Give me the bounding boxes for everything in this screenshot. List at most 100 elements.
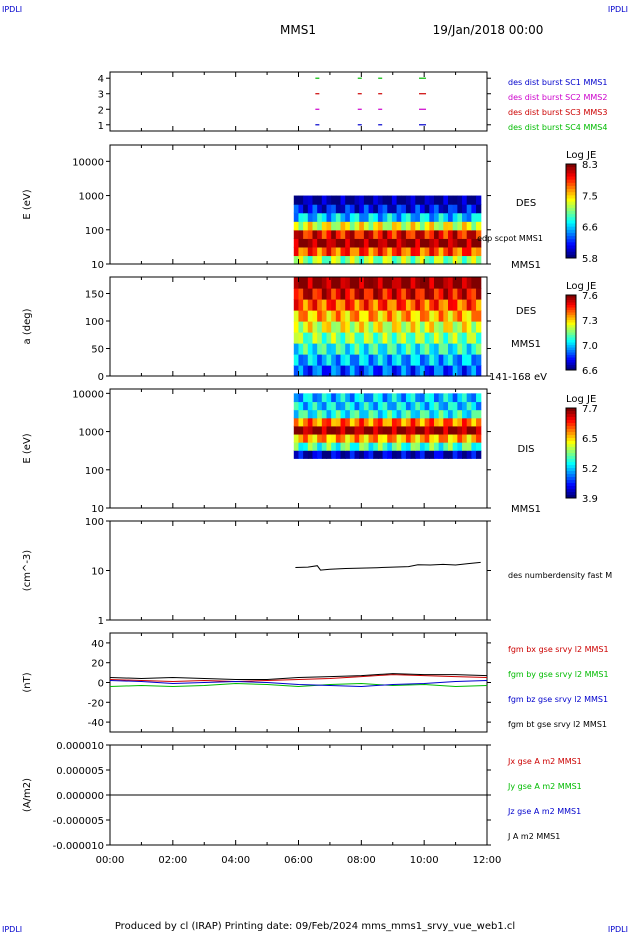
heatmap-cell [363,321,370,333]
heatmap-cell [349,246,356,257]
heatmap-cell [321,409,328,419]
heatmap-cell [405,393,412,403]
heatmap-cell [321,433,328,443]
colorbar-segment [566,302,576,306]
heatmap-cell [396,343,402,355]
heatmap-cell [471,401,477,411]
series-line [109,674,488,683]
heatmap-cell [419,288,426,300]
heatmap-cell [415,409,421,419]
heatmap-cell [405,417,412,427]
colorbar-tick-label: 3.9 [582,494,598,505]
heatmap-cell [457,343,463,355]
heatmap-cell [433,255,440,265]
heatmap-cell [354,277,360,289]
heatmap-cell [457,450,463,459]
heatmap-cell [368,354,374,366]
heatmap-cell [382,433,388,443]
heatmap-cell [429,442,435,451]
heatmap-cell [471,425,477,435]
heatmap-cell [340,442,346,451]
heatmap-cell [405,354,412,366]
heatmap-cell [359,212,365,222]
heatmap-cell [377,212,384,222]
heatmap-cell [396,277,402,289]
heatmap-cell [373,417,379,427]
heatmap-cell [312,299,318,311]
heatmap-cell [382,288,388,300]
heatmap-cell [317,195,323,205]
heatmap-cell [471,354,477,366]
heatmap-cell [321,354,328,366]
heatmap-cell [335,195,342,205]
heatmap-cell [321,442,328,451]
heatmap-cell [476,212,482,222]
heatmap-cell [359,238,365,248]
colorbar-segment [566,453,576,457]
heatmap-cell [345,299,351,311]
heatmap-cell [349,343,356,355]
heatmap-cell [312,238,318,248]
heatmap-cell [377,321,384,333]
heatmap-cell [317,450,323,459]
heatmap-cell [448,354,454,366]
heatmap-cell [382,354,388,366]
heatmap-cell [354,433,360,443]
heatmap-cell [321,365,328,377]
panel-right-label: 141-168 eV [489,372,547,383]
heatmap-cell [340,288,346,300]
heatmap-cell [415,310,421,322]
legend-entry: Jx gse A m2 MMS1 [507,757,582,766]
heatmap-cell [293,299,300,311]
heatmap-cell [312,288,318,300]
heatmap-cell [476,425,482,435]
heatmap-cell [401,409,407,419]
heatmap-cell [368,221,374,231]
colorbar-segment [566,365,576,368]
heatmap-cell [438,277,444,289]
heatmap-cell [321,255,328,265]
heatmap-cell [345,221,351,231]
heatmap-cell [363,343,370,355]
heatmap-cell [331,195,337,205]
heatmap-cell [429,332,435,344]
heatmap-cell [373,433,379,443]
heatmap-cell [410,393,416,403]
heatmap-cell [433,238,440,248]
heatmap-cell [298,450,304,459]
panel-frame [109,632,488,733]
heatmap-cell [359,246,365,257]
heatmap-cell [293,442,300,451]
heatmap-cell [424,393,430,403]
heatmap-cell [396,450,402,459]
panel-des-spectrogram: Log JE8.3 7.5 6.6 5.8 DES edp scpot MMS1 MMS1 1… [22,144,598,271]
y-axis-label: E (eV) [22,433,33,463]
footer-corner-right: IPDLI [608,925,628,934]
heatmap-cell [410,365,416,377]
heatmap-cell [452,229,458,239]
heatmap-cell [340,343,346,355]
heatmap-cell [429,433,435,443]
heatmap-cell [312,425,318,435]
colorbar-segment [566,214,576,218]
heatmap-cell [317,401,323,411]
heatmap-cell [326,238,332,248]
legend-entry: des numberdensity fast M [508,571,612,580]
colorbar-tick-label: 7.0 [582,341,598,352]
heatmap-cell [387,343,393,355]
heatmap-cell [405,433,412,443]
heatmap-cell [410,229,416,239]
heatmap-cell [396,204,402,214]
heatmap-cell [354,321,360,333]
heatmap-cell [326,393,332,403]
heatmap-cell [452,354,458,366]
heatmap-cell [433,354,440,366]
heatmap-cell [307,433,314,443]
panel-fgm: -40 -20 0 20 40 (nT) fgm bx gse srvy l2 MMS1 fg… [22,632,609,733]
heatmap-cell [368,365,374,377]
heatmap-cell [438,299,444,311]
heatmap-cell [340,229,346,239]
panel-des-pitch: Log JE7.6 7.3 7.0 6.6 DES MMS1 141-168 eV 0 50 10… [22,276,598,383]
heatmap-cell [452,212,458,222]
heatmap-cell [345,425,351,435]
